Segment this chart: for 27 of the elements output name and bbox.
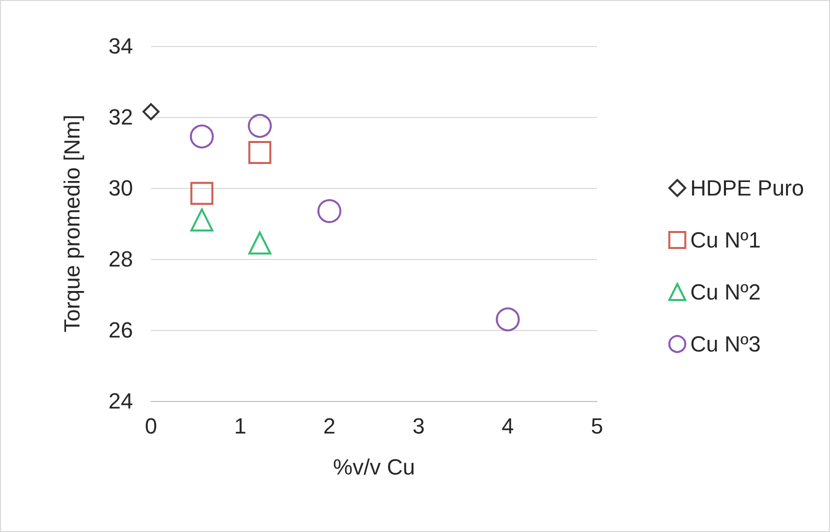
point [317,199,342,224]
point [248,141,272,164]
y-tick-label: 34 [108,34,133,58]
x-tick-label: 1 [234,414,246,438]
point [190,124,214,149]
y-tick-label: 30 [108,176,133,200]
y-tick-label: 26 [108,318,133,342]
x-tick-label: 3 [412,414,425,438]
point [248,114,272,138]
y-axis-title: Torque promedio [Nm] [60,114,84,332]
point [190,208,214,232]
x-tick-label: 0 [144,414,158,438]
x-axis-title: %v/v Cu [333,454,415,480]
y-tick-label: 28 [108,246,133,272]
x-tick-label: 5 [590,414,604,438]
y-tick-label: 32 [108,104,133,130]
legend-label: HDPE Puro [690,176,804,200]
x-tick-label: 2 [323,414,336,438]
point [496,307,520,332]
point [190,182,214,205]
y-tick-label: 24 [108,388,133,414]
legend-label: Cu Nº3 [690,332,761,356]
point [248,232,272,255]
point [142,103,160,120]
legend-label: Cu Nº1 [690,228,761,252]
legend-label: Cu Nº2 [690,280,761,304]
x-tick-label: 4 [502,414,514,438]
